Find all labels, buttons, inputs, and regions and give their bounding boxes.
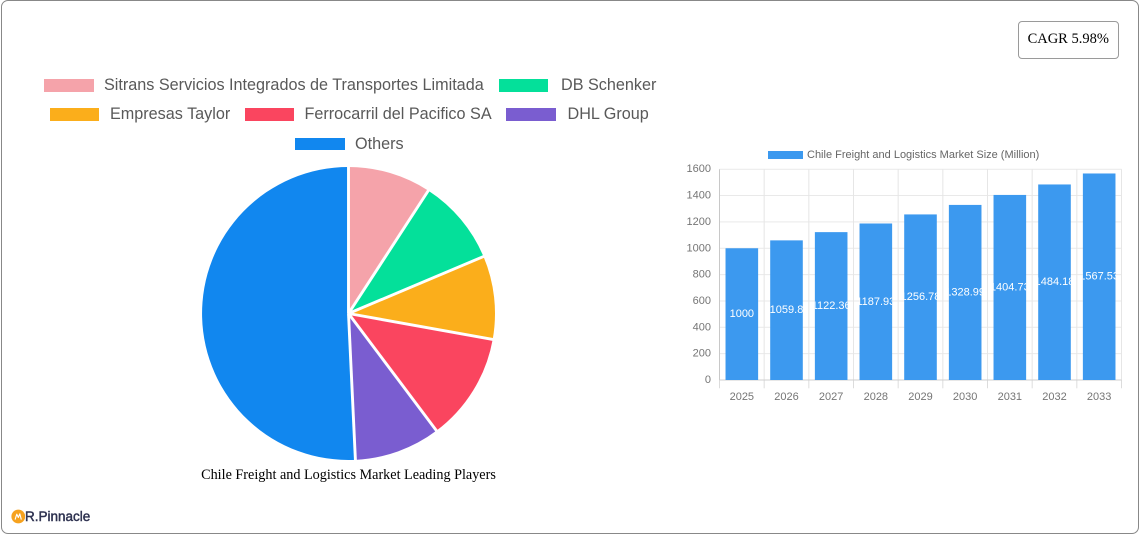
svg-text:0: 0 <box>705 374 711 386</box>
svg-text:2033: 2033 <box>1087 391 1111 403</box>
svg-text:2026: 2026 <box>774 391 798 403</box>
svg-text:1000: 1000 <box>730 308 754 320</box>
svg-text:600: 600 <box>693 295 711 307</box>
svg-text:2025: 2025 <box>730 391 754 403</box>
svg-text:2030: 2030 <box>953 391 977 403</box>
svg-text:1328.99: 1328.99 <box>945 286 985 298</box>
svg-text:2032: 2032 <box>1042 391 1066 403</box>
svg-text:2029: 2029 <box>908 391 932 403</box>
svg-text:1000: 1000 <box>687 242 711 254</box>
svg-text:400: 400 <box>693 321 711 333</box>
svg-text:2031: 2031 <box>998 391 1022 403</box>
svg-text:800: 800 <box>693 269 711 281</box>
svg-text:1256.78: 1256.78 <box>901 291 941 303</box>
svg-text:1200: 1200 <box>687 216 711 228</box>
svg-text:1400: 1400 <box>687 190 711 202</box>
svg-text:1187.93: 1187.93 <box>856 296 895 308</box>
svg-text:1567.53: 1567.53 <box>1079 271 1119 283</box>
svg-text:200: 200 <box>693 348 711 360</box>
svg-text:1404.73: 1404.73 <box>990 281 1030 293</box>
svg-text:2028: 2028 <box>864 391 888 403</box>
svg-text:1484.18: 1484.18 <box>1035 276 1075 288</box>
svg-text:1122.36: 1122.36 <box>812 300 851 312</box>
svg-text:1600: 1600 <box>687 163 711 175</box>
svg-text:2027: 2027 <box>819 391 843 403</box>
svg-text:1059.8: 1059.8 <box>770 304 804 316</box>
